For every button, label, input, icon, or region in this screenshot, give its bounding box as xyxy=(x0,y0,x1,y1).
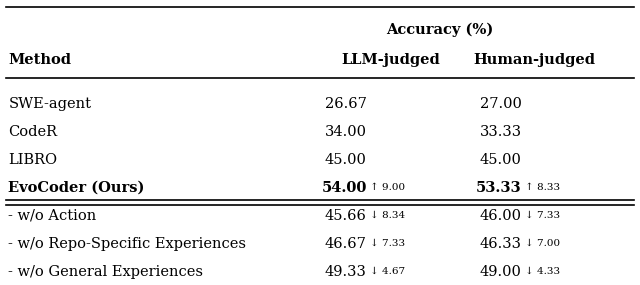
Text: 46.67: 46.67 xyxy=(325,237,367,251)
Text: 45.00: 45.00 xyxy=(325,153,367,167)
Text: Human-judged: Human-judged xyxy=(474,53,596,67)
Text: ↓ 4.33: ↓ 4.33 xyxy=(525,267,560,276)
Text: Method: Method xyxy=(8,53,71,67)
Text: 34.00: 34.00 xyxy=(324,125,367,139)
Text: 45.00: 45.00 xyxy=(480,153,522,167)
Text: 54.00: 54.00 xyxy=(321,181,367,195)
Text: CodeR: CodeR xyxy=(8,125,58,139)
Text: Accuracy (%): Accuracy (%) xyxy=(387,23,493,37)
Text: ↓ 8.34: ↓ 8.34 xyxy=(370,211,405,220)
Text: - w/o Repo-Specific Experiences: - w/o Repo-Specific Experiences xyxy=(8,237,246,251)
Text: 27.00: 27.00 xyxy=(480,97,522,111)
Text: LIBRO: LIBRO xyxy=(8,153,58,167)
Text: 26.67: 26.67 xyxy=(325,97,367,111)
Text: 33.33: 33.33 xyxy=(479,125,522,139)
Text: 49.33: 49.33 xyxy=(325,264,367,279)
Text: 49.00: 49.00 xyxy=(480,264,522,279)
Text: - w/o General Experiences: - w/o General Experiences xyxy=(8,264,204,279)
Text: ↓ 7.33: ↓ 7.33 xyxy=(525,211,560,220)
Text: 45.66: 45.66 xyxy=(325,209,367,223)
Text: ↑ 8.33: ↑ 8.33 xyxy=(525,183,560,192)
Text: ↑ 9.00: ↑ 9.00 xyxy=(370,183,405,192)
Text: 53.33: 53.33 xyxy=(476,181,522,195)
Text: LLM-judged: LLM-judged xyxy=(341,53,440,67)
Text: EvoCoder (Ours): EvoCoder (Ours) xyxy=(8,181,145,195)
Text: SWE-agent: SWE-agent xyxy=(8,97,92,111)
Text: ↓ 7.33: ↓ 7.33 xyxy=(370,239,405,248)
Text: 46.33: 46.33 xyxy=(479,237,522,251)
Text: ↓ 7.00: ↓ 7.00 xyxy=(525,239,560,248)
Text: 46.00: 46.00 xyxy=(479,209,522,223)
Text: ↓ 4.67: ↓ 4.67 xyxy=(370,267,405,276)
Text: - w/o Action: - w/o Action xyxy=(8,209,97,223)
